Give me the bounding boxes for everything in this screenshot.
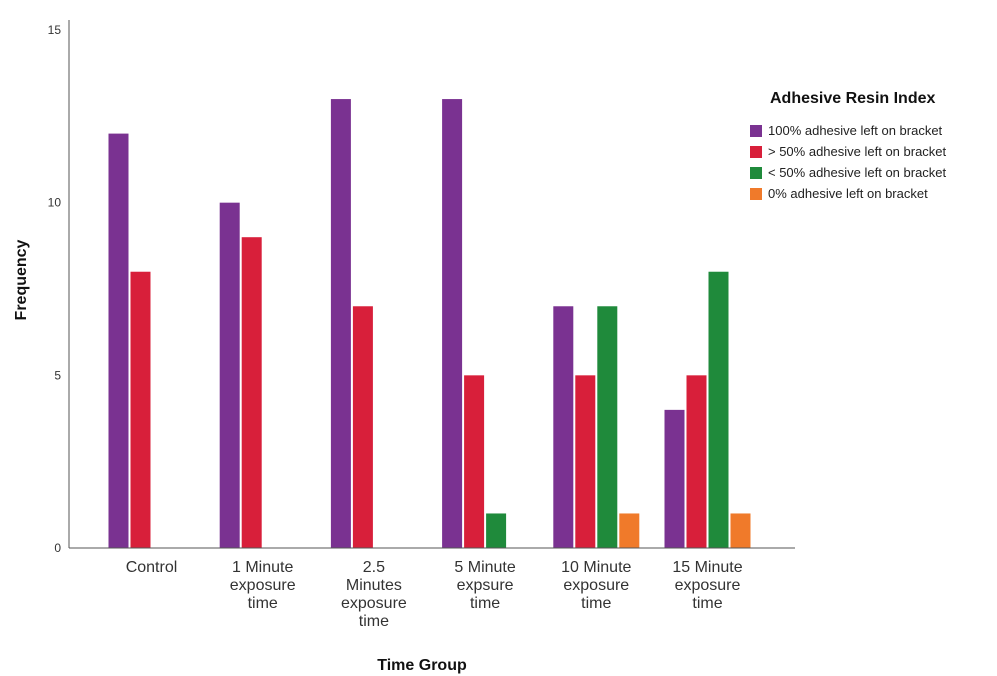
legend-swatch [750, 124, 762, 137]
bar [219, 202, 240, 548]
x-tick-label: 15 Minute exposure time [672, 559, 742, 612]
x-labels-group: Control 1 Minute exposure time 2.5 Minutes exp… [126, 559, 743, 630]
y-tick-label: 5 [54, 368, 61, 382]
bar [686, 375, 707, 548]
bar [108, 133, 129, 548]
bar [553, 306, 574, 548]
x-tick-label: 5 Minute expsure time [454, 559, 515, 612]
y-ticks-group: 0 5 10 15 [48, 23, 62, 555]
legend-item: 100% adhesive left on bracket [750, 120, 995, 141]
bar [575, 375, 596, 548]
bar [442, 99, 463, 549]
legend-swatch [750, 166, 762, 179]
legend-label: < 50% adhesive left on bracket [768, 165, 947, 180]
x-tick-label: 2.5 Minutes exposure time [341, 559, 407, 630]
legend-item: > 50% adhesive left on bracket [750, 141, 995, 162]
bar [730, 513, 751, 548]
bar [664, 409, 685, 548]
bar [597, 306, 618, 548]
legend-item: 0% adhesive left on bracket [750, 183, 995, 204]
bar [130, 271, 151, 548]
x-tick-label: 1 Minute exposure time [230, 559, 296, 612]
bar [708, 271, 729, 548]
legend-items: 100% adhesive left on bracket > 50% adhes… [750, 120, 995, 204]
bar [464, 375, 485, 548]
legend-title: Adhesive Resin Index [770, 90, 936, 107]
legend-swatch [750, 187, 762, 200]
bar [352, 306, 373, 548]
legend-item: < 50% adhesive left on bracket [750, 162, 995, 183]
bar [330, 99, 351, 549]
legend-swatch [750, 145, 762, 158]
y-tick-label: 0 [54, 541, 61, 555]
bars-group [108, 99, 751, 549]
y-axis-title: Frequency [13, 239, 30, 320]
legend-label: > 50% adhesive left on bracket [768, 144, 947, 159]
y-tick-label: 15 [48, 23, 62, 37]
bar [241, 237, 262, 548]
x-tick-label: 10 Minute exposure time [561, 559, 631, 612]
bar [619, 513, 640, 548]
x-axis-title: Time Group [377, 657, 467, 674]
bar [486, 513, 507, 548]
legend-label: 100% adhesive left on bracket [768, 123, 943, 138]
y-tick-label: 10 [48, 196, 62, 210]
x-tick-label: Control [126, 559, 178, 576]
legend: Adhesive Resin Index 100% adhesive left … [750, 90, 995, 204]
legend-label: 0% adhesive left on bracket [768, 186, 928, 201]
